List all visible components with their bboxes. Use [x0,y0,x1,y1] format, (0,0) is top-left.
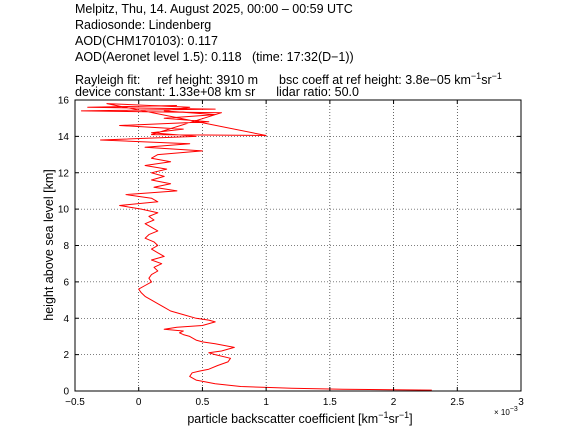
y-tick-label: 2 [63,350,69,361]
x-tick-label: 2 [391,397,397,408]
x-tick-label: 2.5 [450,397,464,408]
x-axis-ticks: −0.5 0 0.5 1 1.5 2 2.5 3 [65,100,524,408]
y-tick-label: 12 [58,168,70,179]
title-line-radiosonde: Radiosonde: Lindenberg [75,18,212,32]
series-line-0 [80,103,432,391]
x-tick-label: 1 [263,397,269,408]
y-tick-label: 8 [63,241,69,252]
grid-lines [75,100,521,391]
title-line-device: device constant: 1.33e+08 km sr lidar ra… [75,85,359,99]
title-line-aod-chm: AOD(CHM170103): 0.117 [75,34,218,48]
y-tick-label: 6 [63,277,69,288]
y-axis-ticks: 0 2 4 6 8 10 12 14 16 [58,96,521,398]
y-tick-label: 16 [58,96,70,107]
title-line-location: Melpitz, Thu, 14. August 2025, 00:00 – 0… [75,2,353,16]
y-tick-label: 4 [63,314,69,325]
lidar-ratio-text: lidar ratio: 50.0 [276,85,359,99]
x-axis-multiplier: × 10−3 [494,406,518,417]
rayleigh-fit-label: Rayleigh fit: [75,73,141,88]
title-line-rayleigh-fit: Rayleigh fit: ref height: 3910 m bsc coe… [75,71,502,88]
x-tick-label: 0.5 [195,397,209,408]
title-line-aod-aeronet: AOD(Aeronet level 1.5): 0.118 (time: 17:… [75,50,354,64]
device-constant-text: device constant: 1.33e+08 km sr [75,85,256,99]
backscatter-profile-series [80,103,432,391]
x-tick-label: −0.5 [65,397,85,408]
ref-height-text: ref height: 3910 m [157,73,259,88]
x-axis-label: particle backscatter coefficient [km−1sr… [187,410,412,426]
x-tick-label: 3 [518,397,524,408]
x-tick-label: 0 [136,397,142,408]
y-tick-label: 0 [63,387,69,398]
bsc-coeff-text: bsc coeff at ref height: 3.8e−05 km [279,73,471,88]
y-tick-label: 14 [58,132,70,143]
y-axis-label: height above sea level [km] [42,169,56,320]
y-tick-label: 10 [58,205,70,216]
x-tick-label: 1.5 [323,397,337,408]
